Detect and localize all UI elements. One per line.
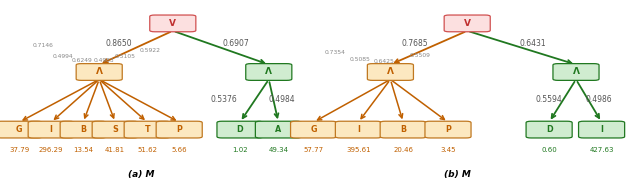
Text: Λ: Λ	[573, 68, 579, 76]
Text: Λ: Λ	[266, 68, 272, 76]
Text: 0.5509: 0.5509	[410, 53, 430, 58]
Text: G: G	[310, 125, 317, 134]
FancyBboxPatch shape	[124, 121, 170, 138]
Text: 0.6907: 0.6907	[222, 39, 249, 48]
FancyBboxPatch shape	[28, 121, 74, 138]
Text: 0.7354: 0.7354	[324, 50, 345, 55]
Text: 0.5085: 0.5085	[350, 57, 371, 62]
Text: 395.61: 395.61	[346, 147, 371, 153]
Text: P: P	[445, 125, 451, 134]
Text: P: P	[176, 125, 182, 134]
Text: I: I	[600, 125, 603, 134]
Text: A: A	[275, 125, 282, 134]
Text: 41.81: 41.81	[105, 147, 125, 153]
Text: 0.4983: 0.4983	[93, 58, 114, 63]
Text: 0.8650: 0.8650	[105, 39, 132, 48]
Text: D: D	[237, 125, 243, 134]
Text: 0.7146: 0.7146	[33, 43, 54, 48]
Text: 51.62: 51.62	[137, 147, 157, 153]
Text: 0.60: 0.60	[541, 147, 557, 153]
Text: T: T	[145, 125, 150, 134]
Text: 0.5594: 0.5594	[536, 94, 563, 103]
Text: 0.5376: 0.5376	[211, 94, 237, 103]
FancyBboxPatch shape	[380, 121, 426, 138]
Text: 296.29: 296.29	[39, 147, 63, 153]
Text: 0.5105: 0.5105	[115, 54, 136, 59]
Text: 0.6431: 0.6431	[519, 39, 546, 48]
Text: 0.6249: 0.6249	[72, 58, 92, 63]
Text: (a) M: (a) M	[127, 170, 154, 179]
Text: 1.02: 1.02	[232, 147, 248, 153]
FancyBboxPatch shape	[0, 121, 42, 138]
FancyBboxPatch shape	[246, 64, 292, 80]
Text: I: I	[50, 125, 52, 134]
Text: 57.77: 57.77	[303, 147, 324, 153]
Text: 0.5922: 0.5922	[140, 48, 160, 53]
Text: Λ: Λ	[96, 68, 102, 76]
FancyBboxPatch shape	[526, 121, 572, 138]
FancyBboxPatch shape	[444, 15, 490, 32]
FancyBboxPatch shape	[579, 121, 625, 138]
Text: S: S	[112, 125, 118, 134]
Text: (b) M: (b) M	[444, 170, 471, 179]
Text: G: G	[16, 125, 22, 134]
FancyBboxPatch shape	[156, 121, 202, 138]
Text: I: I	[357, 125, 360, 134]
FancyBboxPatch shape	[60, 121, 106, 138]
FancyBboxPatch shape	[255, 121, 301, 138]
Text: B: B	[400, 125, 406, 134]
Text: Λ: Λ	[387, 68, 394, 76]
FancyBboxPatch shape	[425, 121, 471, 138]
Text: 20.46: 20.46	[393, 147, 413, 153]
Text: 5.66: 5.66	[172, 147, 187, 153]
Text: 49.34: 49.34	[268, 147, 289, 153]
Text: B: B	[80, 125, 86, 134]
Text: 0.4984: 0.4984	[268, 94, 295, 103]
Text: V: V	[464, 19, 470, 28]
Text: 0.7685: 0.7685	[401, 39, 428, 48]
Text: 37.79: 37.79	[9, 147, 29, 153]
FancyBboxPatch shape	[76, 64, 122, 80]
Text: 13.54: 13.54	[73, 147, 93, 153]
FancyBboxPatch shape	[335, 121, 381, 138]
Text: V: V	[170, 19, 176, 28]
Text: 0.4994: 0.4994	[52, 54, 73, 59]
Text: 0.6425: 0.6425	[374, 59, 394, 64]
FancyBboxPatch shape	[367, 64, 413, 80]
FancyBboxPatch shape	[553, 64, 599, 80]
Text: 3.45: 3.45	[440, 147, 456, 153]
Text: D: D	[546, 125, 552, 134]
FancyBboxPatch shape	[150, 15, 196, 32]
FancyBboxPatch shape	[291, 121, 337, 138]
FancyBboxPatch shape	[92, 121, 138, 138]
FancyBboxPatch shape	[217, 121, 263, 138]
Text: 0.4986: 0.4986	[586, 94, 612, 103]
Text: 427.63: 427.63	[589, 147, 614, 153]
